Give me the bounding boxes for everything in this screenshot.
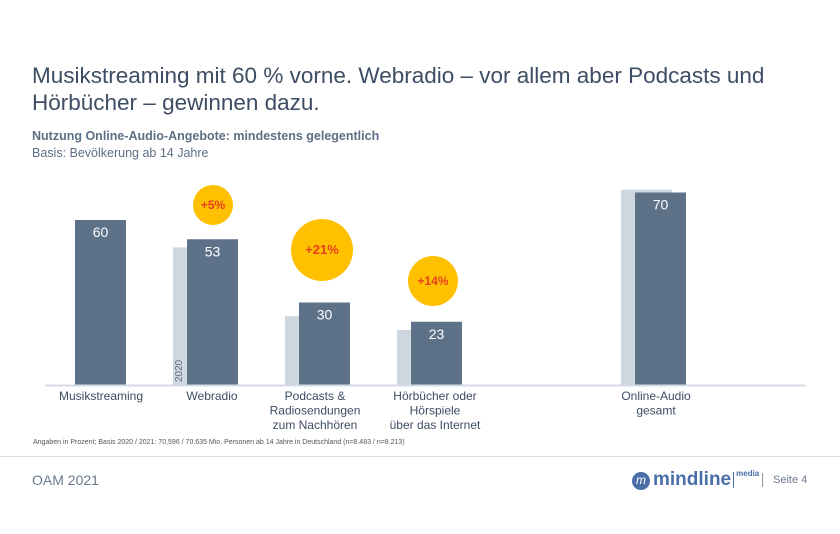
data-label: 60 — [93, 224, 109, 240]
category-label: Webradio — [186, 389, 237, 403]
growth-bubble — [193, 185, 233, 225]
growth-label: +14% — [417, 274, 448, 288]
page-separator — [762, 473, 763, 487]
bar-2021 — [187, 239, 238, 385]
footer-divider — [0, 456, 840, 457]
bar-chart: 60 Musikstreaming 53 Webradio +5% 30 Podcasts … — [45, 185, 806, 432]
category-label: zum Nachhören — [273, 418, 358, 432]
growth-bubble — [291, 219, 353, 281]
page-number: Seite 4 — [773, 474, 808, 486]
bar-2021 — [635, 192, 686, 385]
logo-sub: media — [736, 469, 760, 478]
footnote: Angaben in Prozent; Basis 2020 / 2021: 7… — [33, 439, 405, 446]
data-label: 23 — [429, 326, 445, 342]
category-label: Online-Audio — [621, 389, 691, 403]
bar-2021 — [299, 302, 350, 385]
chart-basis: Basis: Bevölkerung ab 14 Jahre — [32, 146, 209, 160]
category-label: gesamt — [636, 404, 676, 418]
series-label-2020: 2020 — [174, 359, 185, 382]
footer-left: OAM 2021 — [32, 472, 99, 488]
category-label: Hörbücher oder — [393, 389, 476, 403]
data-label: 53 — [205, 243, 221, 259]
chart-subtitle: Nutzung Online-Audio-Angebote: mindesten… — [32, 129, 380, 143]
category-label: Hörspiele — [410, 404, 461, 418]
data-label: 30 — [317, 307, 333, 323]
category-label: Radiosendungen — [270, 404, 361, 418]
category-label: über das Internet — [390, 418, 481, 432]
logo-text: mindline — [653, 469, 732, 490]
bar-2021 — [411, 321, 462, 385]
category-label: Podcasts & — [285, 389, 346, 403]
growth-bubble — [408, 256, 458, 306]
mindline-logo: m mindline media — [632, 469, 759, 491]
category-label: Musikstreaming — [59, 389, 143, 403]
logo-icon: m — [632, 472, 650, 490]
growth-label: +21% — [305, 242, 339, 257]
data-label: 70 — [653, 197, 669, 213]
logo-separator — [733, 472, 735, 488]
growth-label: +5% — [201, 198, 226, 212]
bar-2021 — [75, 220, 126, 385]
slide-title: Musikstreaming mit 60 % vorne. Webradio … — [32, 63, 765, 115]
